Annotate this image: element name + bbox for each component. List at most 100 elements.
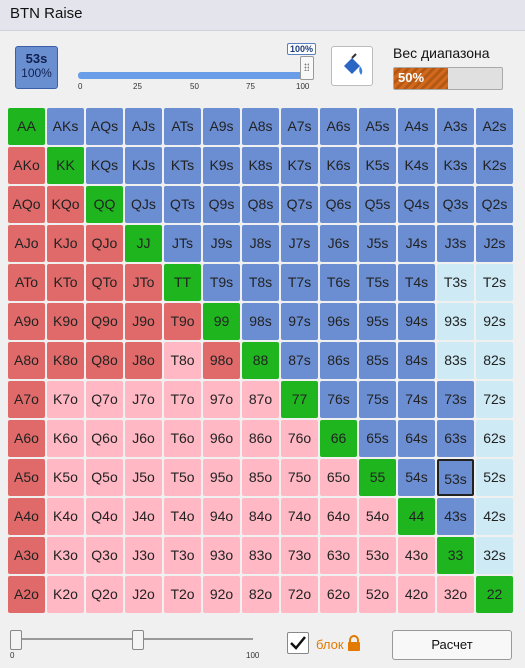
hand-cell-K2o[interactable]: K2o: [47, 576, 84, 613]
hand-cell-83s[interactable]: 83s: [437, 342, 474, 379]
hand-cell-85s[interactable]: 85s: [359, 342, 396, 379]
hand-cell-T9s[interactable]: T9s: [203, 264, 240, 301]
hand-cell-A9o[interactable]: A9o: [8, 303, 45, 340]
hand-cell-43o[interactable]: 43o: [398, 537, 435, 574]
hand-cell-K8o[interactable]: K8o: [47, 342, 84, 379]
hand-cell-44[interactable]: 44: [398, 498, 435, 535]
hand-cell-K3o[interactable]: K3o: [47, 537, 84, 574]
hand-cell-74o[interactable]: 74o: [281, 498, 318, 535]
hand-cell-T5o[interactable]: T5o: [164, 459, 201, 496]
hand-cell-KK[interactable]: KK: [47, 147, 84, 184]
hand-cell-62s[interactable]: 62s: [476, 420, 513, 457]
hand-cell-Q5s[interactable]: Q5s: [359, 186, 396, 223]
lock-checkbox[interactable]: [287, 632, 309, 654]
hand-cell-A3o[interactable]: A3o: [8, 537, 45, 574]
hand-cell-88[interactable]: 88: [242, 342, 279, 379]
hand-cell-QJo[interactable]: QJo: [86, 225, 123, 262]
hand-cell-65s[interactable]: 65s: [359, 420, 396, 457]
hand-cell-AKs[interactable]: AKs: [47, 108, 84, 145]
hand-cell-A9s[interactable]: A9s: [203, 108, 240, 145]
hand-cell-Q4o[interactable]: Q4o: [86, 498, 123, 535]
hand-cell-97o[interactable]: 97o: [203, 381, 240, 418]
hand-cell-KTo[interactable]: KTo: [47, 264, 84, 301]
hand-cell-92s[interactable]: 92s: [476, 303, 513, 340]
hand-cell-A5o[interactable]: A5o: [8, 459, 45, 496]
hand-cell-T7s[interactable]: T7s: [281, 264, 318, 301]
hand-cell-T3s[interactable]: T3s: [437, 264, 474, 301]
hand-cell-84o[interactable]: 84o: [242, 498, 279, 535]
hand-cell-93s[interactable]: 93s: [437, 303, 474, 340]
hand-cell-Q9s[interactable]: Q9s: [203, 186, 240, 223]
hand-cell-A8o[interactable]: A8o: [8, 342, 45, 379]
hand-cell-K5o[interactable]: K5o: [47, 459, 84, 496]
hand-cell-J5o[interactable]: J5o: [125, 459, 162, 496]
hand-cell-ATs[interactable]: ATs: [164, 108, 201, 145]
hand-cell-87s[interactable]: 87s: [281, 342, 318, 379]
hand-cell-96s[interactable]: 96s: [320, 303, 357, 340]
hand-cell-Q5o[interactable]: Q5o: [86, 459, 123, 496]
hand-cell-86s[interactable]: 86s: [320, 342, 357, 379]
hand-cell-62o[interactable]: 62o: [320, 576, 357, 613]
hand-cell-98s[interactable]: 98s: [242, 303, 279, 340]
hand-cell-K6o[interactable]: K6o: [47, 420, 84, 457]
hand-cell-A3s[interactable]: A3s: [437, 108, 474, 145]
hand-cell-J8s[interactable]: J8s: [242, 225, 279, 262]
hand-cell-T2s[interactable]: T2s: [476, 264, 513, 301]
hand-cell-T6o[interactable]: T6o: [164, 420, 201, 457]
hand-cell-92o[interactable]: 92o: [203, 576, 240, 613]
hand-cell-74s[interactable]: 74s: [398, 381, 435, 418]
hand-cell-KJs[interactable]: KJs: [125, 147, 162, 184]
hand-cell-J3s[interactable]: J3s: [437, 225, 474, 262]
hand-cell-33[interactable]: 33: [437, 537, 474, 574]
hand-cell-K7o[interactable]: K7o: [47, 381, 84, 418]
hand-cell-64o[interactable]: 64o: [320, 498, 357, 535]
hand-cell-52s[interactable]: 52s: [476, 459, 513, 496]
hand-cell-A7o[interactable]: A7o: [8, 381, 45, 418]
hand-cell-Q7o[interactable]: Q7o: [86, 381, 123, 418]
hand-cell-65o[interactable]: 65o: [320, 459, 357, 496]
hand-cell-Q6s[interactable]: Q6s: [320, 186, 357, 223]
hand-cell-AJs[interactable]: AJs: [125, 108, 162, 145]
hand-cell-KTs[interactable]: KTs: [164, 147, 201, 184]
hand-cell-Q2s[interactable]: Q2s: [476, 186, 513, 223]
hand-cell-82o[interactable]: 82o: [242, 576, 279, 613]
hand-cell-32s[interactable]: 32s: [476, 537, 513, 574]
hand-cell-T6s[interactable]: T6s: [320, 264, 357, 301]
hand-cell-Q8o[interactable]: Q8o: [86, 342, 123, 379]
frequency-slider[interactable]: 100% 0 25 50 75 100: [75, 43, 317, 94]
hand-cell-22[interactable]: 22: [476, 576, 513, 613]
hand-cell-A6s[interactable]: A6s: [320, 108, 357, 145]
hand-cell-98o[interactable]: 98o: [203, 342, 240, 379]
hand-cell-J7s[interactable]: J7s: [281, 225, 318, 262]
hand-cell-54o[interactable]: 54o: [359, 498, 396, 535]
hand-cell-A4o[interactable]: A4o: [8, 498, 45, 535]
hand-cell-K8s[interactable]: K8s: [242, 147, 279, 184]
hand-cell-84s[interactable]: 84s: [398, 342, 435, 379]
hand-cell-A4s[interactable]: A4s: [398, 108, 435, 145]
hand-cell-Q3s[interactable]: Q3s: [437, 186, 474, 223]
hand-cell-QTs[interactable]: QTs: [164, 186, 201, 223]
hand-cell-85o[interactable]: 85o: [242, 459, 279, 496]
hand-cell-87o[interactable]: 87o: [242, 381, 279, 418]
hand-cell-T9o[interactable]: T9o: [164, 303, 201, 340]
hand-cell-96o[interactable]: 96o: [203, 420, 240, 457]
hand-cell-J6s[interactable]: J6s: [320, 225, 357, 262]
hand-cell-K6s[interactable]: K6s: [320, 147, 357, 184]
hand-cell-94s[interactable]: 94s: [398, 303, 435, 340]
hand-cell-TT[interactable]: TT: [164, 264, 201, 301]
hand-cell-KQs[interactable]: KQs: [86, 147, 123, 184]
calculate-button[interactable]: Расчет: [392, 630, 512, 660]
hand-cell-77[interactable]: 77: [281, 381, 318, 418]
hand-cell-76o[interactable]: 76o: [281, 420, 318, 457]
paint-bucket-button[interactable]: [331, 46, 373, 86]
hand-cell-54s[interactable]: 54s: [398, 459, 435, 496]
hand-cell-94o[interactable]: 94o: [203, 498, 240, 535]
frequency-thumb[interactable]: [300, 56, 314, 80]
hand-cell-T4o[interactable]: T4o: [164, 498, 201, 535]
hand-cell-83o[interactable]: 83o: [242, 537, 279, 574]
bottom-range-slider[interactable]: 0 100: [10, 630, 259, 660]
hand-cell-73s[interactable]: 73s: [437, 381, 474, 418]
hand-cell-K3s[interactable]: K3s: [437, 147, 474, 184]
hand-cell-75s[interactable]: 75s: [359, 381, 396, 418]
hand-cell-95s[interactable]: 95s: [359, 303, 396, 340]
